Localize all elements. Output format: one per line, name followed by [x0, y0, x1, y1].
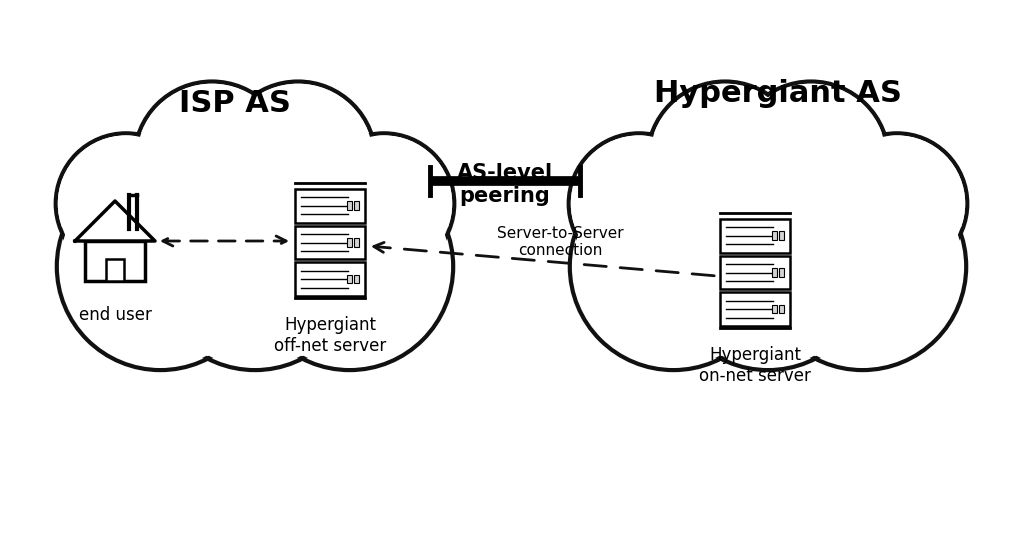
Bar — [295, 226, 365, 259]
Circle shape — [155, 166, 355, 367]
Circle shape — [55, 133, 197, 274]
Circle shape — [134, 81, 290, 237]
Bar — [295, 189, 365, 222]
Bar — [779, 268, 783, 277]
Circle shape — [733, 81, 889, 237]
Circle shape — [249, 166, 451, 367]
Bar — [85, 241, 145, 281]
Text: Server-to-Server
connection: Server-to-Server connection — [497, 226, 624, 258]
Bar — [720, 292, 790, 326]
Bar — [720, 219, 790, 252]
Circle shape — [649, 84, 801, 235]
Circle shape — [313, 133, 455, 274]
Bar — [295, 262, 365, 296]
Circle shape — [568, 133, 710, 274]
Circle shape — [220, 81, 376, 237]
Circle shape — [152, 163, 358, 370]
Circle shape — [136, 84, 288, 235]
Bar — [779, 305, 783, 313]
Text: Hypergiant AS: Hypergiant AS — [654, 78, 902, 108]
Circle shape — [569, 163, 777, 370]
Circle shape — [60, 166, 261, 367]
Bar — [772, 305, 776, 313]
Bar — [106, 259, 124, 281]
Circle shape — [315, 136, 453, 272]
Bar — [354, 202, 358, 210]
Bar — [347, 275, 351, 283]
Circle shape — [668, 166, 868, 367]
Circle shape — [826, 133, 968, 274]
Text: end user: end user — [79, 306, 152, 324]
Circle shape — [665, 163, 871, 370]
Bar — [720, 256, 790, 289]
Polygon shape — [75, 201, 155, 241]
Circle shape — [647, 81, 803, 237]
Bar — [347, 238, 351, 247]
Circle shape — [56, 163, 264, 370]
Circle shape — [762, 166, 964, 367]
Text: AS-level
peering: AS-level peering — [457, 163, 553, 206]
Circle shape — [759, 163, 967, 370]
Bar — [772, 232, 776, 240]
Circle shape — [828, 136, 966, 272]
Circle shape — [572, 166, 774, 367]
Bar — [779, 232, 783, 240]
Bar — [772, 268, 776, 277]
Circle shape — [246, 163, 454, 370]
Circle shape — [735, 84, 887, 235]
Text: Hypergiant
on-net server: Hypergiant on-net server — [699, 346, 811, 385]
Circle shape — [222, 84, 374, 235]
Circle shape — [57, 136, 195, 272]
Circle shape — [570, 136, 708, 272]
Bar — [354, 238, 358, 247]
Bar — [347, 202, 351, 210]
Bar — [354, 275, 358, 283]
Text: ISP AS: ISP AS — [179, 88, 291, 117]
Text: Hypergiant
off-net server: Hypergiant off-net server — [273, 316, 386, 355]
